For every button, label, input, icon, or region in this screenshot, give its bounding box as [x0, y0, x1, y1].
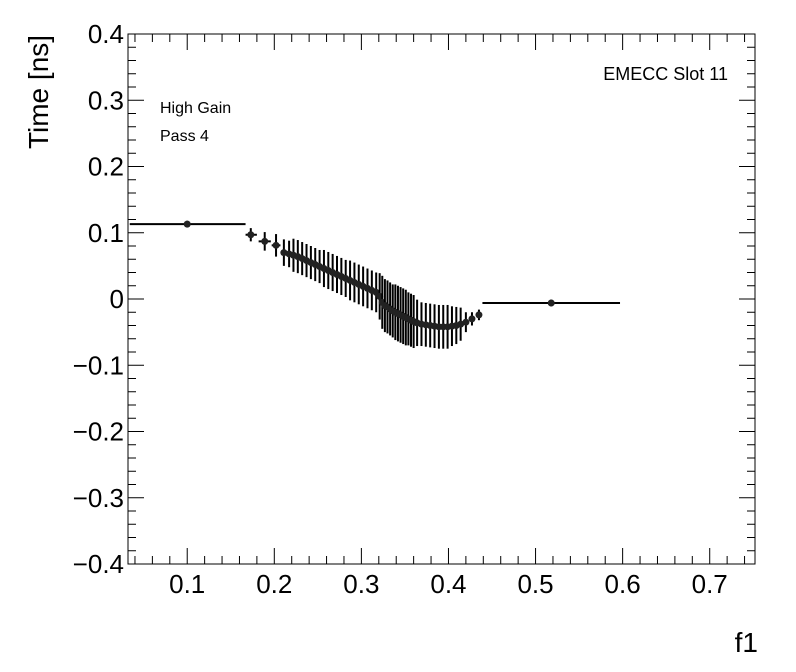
x-tick-label: 0.7 — [692, 569, 728, 599]
axis-ticks — [128, 33, 755, 565]
y-axis-title: Time [ns] — [23, 35, 54, 149]
x-tick-label: 0.5 — [517, 569, 553, 599]
data-point — [307, 246, 315, 280]
x-tick-label: 0.3 — [343, 569, 379, 599]
data-point — [245, 228, 257, 242]
y-tick-label: −0.2 — [73, 417, 124, 447]
data-point — [258, 232, 271, 251]
data-point — [457, 307, 465, 341]
data-point — [468, 312, 476, 326]
marker — [547, 299, 555, 307]
marker — [468, 315, 476, 323]
data-point — [280, 239, 288, 266]
x-tick-label: 0.4 — [430, 569, 466, 599]
data-point — [271, 234, 281, 257]
data-points — [129, 220, 621, 349]
data-point — [320, 249, 328, 288]
annotation-slot: EMECC Slot 11 — [603, 64, 728, 84]
y-tick-labels: −0.4 −0.3 −0.2 −0.1 0 0.1 0.2 0.3 0.4 — [73, 19, 124, 579]
data-point — [372, 272, 380, 313]
data-point — [129, 220, 246, 228]
annotation-gain: High Gain — [160, 100, 231, 117]
marker — [280, 249, 288, 257]
y-tick-label: 0.4 — [88, 19, 124, 49]
data-point — [482, 299, 621, 307]
marker — [247, 231, 255, 239]
y-tick-label: −0.4 — [73, 549, 124, 579]
x-tick-labels: 0.1 0.2 0.3 0.4 0.5 0.6 0.7 — [169, 569, 728, 599]
y-tick-label: 0.1 — [88, 218, 124, 248]
x-tick-label: 0.6 — [605, 569, 641, 599]
data-point — [475, 309, 483, 321]
y-tick-label: 0 — [110, 284, 124, 314]
data-point — [303, 244, 311, 278]
data-point — [350, 262, 358, 303]
x-tick-label: 0.2 — [256, 569, 292, 599]
marker — [462, 318, 470, 326]
x-tick-label: 0.1 — [169, 569, 205, 599]
data-point — [462, 312, 470, 333]
y-tick-label: 0.2 — [88, 152, 124, 182]
annotation-pass: Pass 4 — [160, 128, 209, 145]
marker — [272, 241, 280, 249]
marker — [183, 220, 191, 228]
marker — [475, 311, 483, 319]
y-tick-label: −0.1 — [73, 350, 124, 380]
y-tick-label: 0.3 — [88, 85, 124, 115]
y-tick-label: −0.3 — [73, 483, 124, 513]
marker — [261, 237, 269, 245]
x-axis-title: f1 — [735, 627, 758, 658]
